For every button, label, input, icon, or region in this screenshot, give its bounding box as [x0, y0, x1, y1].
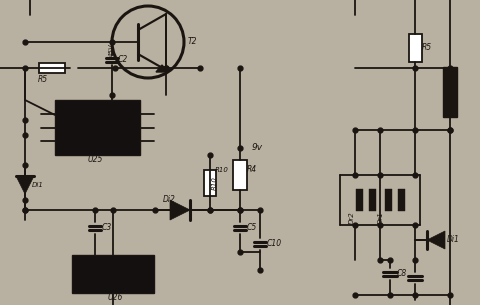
Bar	[385, 189, 392, 211]
Text: C2: C2	[118, 56, 128, 64]
Text: Dr1: Dr1	[378, 212, 384, 224]
Bar	[409, 34, 422, 62]
Polygon shape	[427, 231, 445, 249]
Polygon shape	[156, 65, 168, 72]
Bar	[233, 160, 247, 190]
Text: C5: C5	[247, 224, 257, 232]
Text: Di1: Di1	[447, 235, 460, 245]
Text: C10: C10	[267, 239, 282, 249]
Bar	[356, 189, 363, 211]
Text: Di1: Di1	[32, 182, 44, 188]
Text: 200 Ohm: 200 Ohm	[452, 77, 458, 107]
Text: Dr2: Dr2	[349, 212, 355, 224]
Bar	[72, 255, 154, 293]
Polygon shape	[170, 200, 190, 220]
Bar	[55, 100, 140, 155]
Text: Di2: Di2	[163, 196, 176, 204]
Bar	[443, 67, 457, 117]
Text: R5: R5	[38, 74, 48, 84]
Text: 45V: 45V	[109, 43, 115, 57]
Bar	[369, 189, 376, 211]
Text: R10: R10	[212, 176, 218, 190]
Bar	[204, 170, 216, 196]
Text: R10: R10	[215, 167, 229, 173]
Text: R4: R4	[247, 166, 257, 174]
Polygon shape	[16, 176, 34, 194]
Bar	[39, 63, 65, 73]
Text: T2: T2	[188, 38, 197, 46]
Text: 9v: 9v	[252, 143, 263, 152]
Text: U25: U25	[87, 156, 103, 164]
Bar	[398, 189, 405, 211]
Text: C3: C3	[102, 224, 112, 232]
Text: U26: U26	[108, 293, 123, 303]
Text: C8: C8	[397, 270, 407, 278]
Text: R5: R5	[422, 44, 432, 52]
